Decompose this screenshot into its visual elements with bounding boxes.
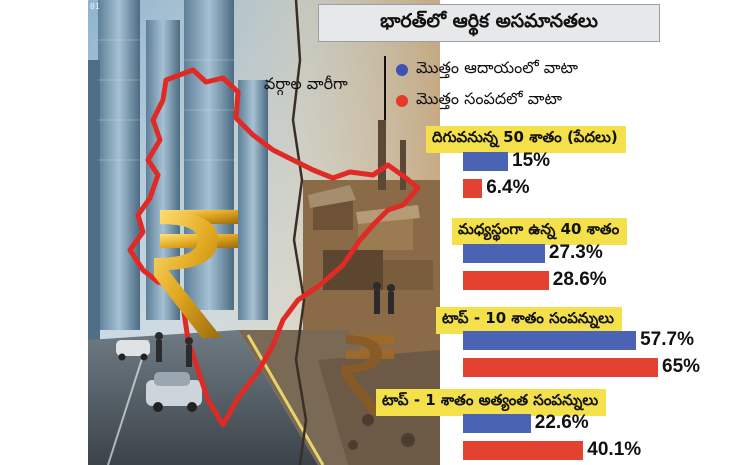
bar-income-3 — [463, 414, 531, 433]
city-and-map-illustration — [88, 0, 440, 465]
bar-label-income-3: 22.6% — [534, 412, 589, 433]
bar-wealth-3 — [463, 441, 584, 460]
bar-income-2 — [463, 331, 637, 350]
legend-item-wealth: మొత్తం సంపదలో వాటా — [396, 89, 562, 112]
bar-label-wealth-0: 6.4% — [486, 177, 530, 198]
chart-title: భారత్‌లో ఆర్థిక అసమానతలు — [318, 4, 660, 42]
rupee-symbol-broken — [342, 335, 394, 415]
rupee-symbol-gold — [154, 210, 238, 338]
legend-divider — [384, 56, 386, 120]
group-heading-middle-40: మధ్యస్థంగా ఉన్న 40 శాతం — [452, 218, 628, 245]
bar-label-income-2: 57.7% — [640, 329, 694, 350]
bar-label-income-0: 15% — [512, 150, 551, 171]
legend-caption: వర్గాల వారీగా — [264, 74, 348, 93]
bar-label-wealth-3: 40.1% — [587, 439, 642, 460]
bar-income-0 — [463, 152, 508, 171]
bar-label-income-1: 27.3% — [548, 242, 603, 263]
bar-wealth-2 — [463, 358, 658, 377]
legend-dot-blue — [396, 63, 408, 76]
bar-income-1 — [463, 244, 545, 263]
group-heading-bottom-50: దిగువనున్న 50 శాతం (పేదలు) — [426, 126, 626, 153]
group-heading-top-1: టాప్ - 1 శాతం అత్యంత సంపన్నులు — [376, 389, 607, 416]
bar-wealth-1 — [463, 271, 549, 290]
illustration-panel — [88, 0, 440, 465]
image-indicator: 01 — [90, 2, 100, 11]
group-heading-top-10: టాప్ - 10 శాతం సంపన్నులు — [436, 307, 622, 334]
bar-label-wealth-1: 28.6% — [552, 269, 607, 290]
legend-label-income: మొత్తం ఆదాయంలో వాటా — [416, 58, 579, 77]
bar-wealth-0 — [463, 179, 483, 198]
legend-dot-red — [396, 94, 408, 107]
bar-label-wealth-2: 65% — [662, 356, 701, 377]
legend-label-wealth: మొత్తం సంపదలో వాటా — [416, 89, 562, 108]
legend-item-income: మొత్తం ఆదాయంలో వాటా — [396, 58, 578, 81]
